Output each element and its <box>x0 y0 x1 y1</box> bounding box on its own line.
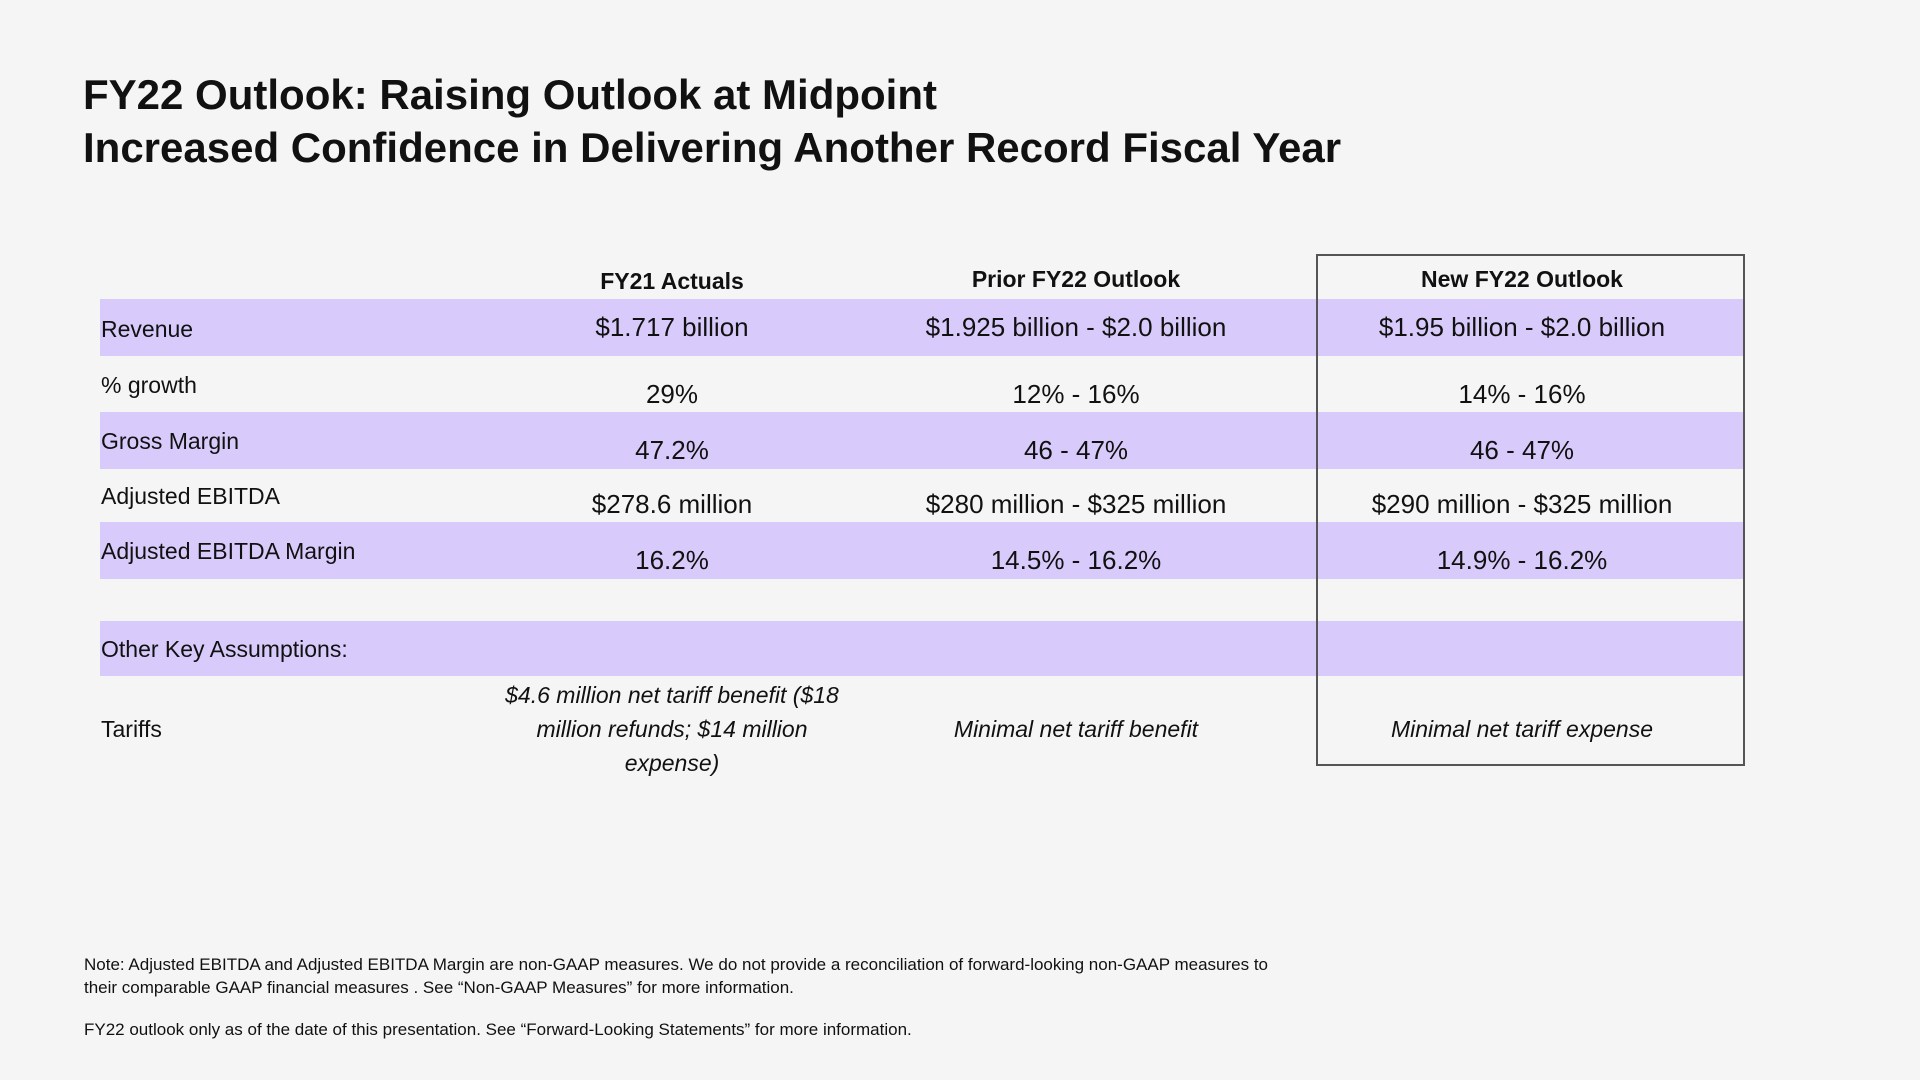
row-band-gross-margin <box>100 412 1745 469</box>
cell-revenue-new: $1.95 billion - $2.0 billion <box>1378 312 1666 342</box>
row-label-other-key-assumptions: Other Key Assumptions: <box>101 636 348 662</box>
new-outlook-highlight-box <box>1316 254 1745 766</box>
cell-tariffs-new: Minimal net tariff expense <box>1390 716 1654 742</box>
cell-gross-margin-fy21: 47.2% <box>635 435 709 465</box>
footnote-non-gaap: Note: Adjusted EBITDA and Adjusted EBITD… <box>84 955 1269 997</box>
cell-ebitda-fy21: $278.6 million <box>591 489 753 519</box>
page-title: FY22 Outlook: Raising Outlook at Midpoin… <box>83 68 1341 174</box>
cell-growth-new: 14% - 16% <box>1458 379 1586 409</box>
col-header-prior-fy22-outlook: Prior FY22 Outlook <box>971 266 1181 292</box>
cell-gross-margin-prior: 46 - 47% <box>1023 435 1129 465</box>
cell-ebitda-new: $290 million - $325 million <box>1371 489 1673 519</box>
cell-tariffs-fy21: $4.6 million net tariff benefit ($18 mil… <box>505 682 839 776</box>
row-label-adjusted-ebitda: Adjusted EBITDA <box>101 483 280 509</box>
row-label-tariffs: Tariffs <box>101 716 162 742</box>
title-line-2: Increased Confidence in Delivering Anoth… <box>83 124 1342 171</box>
cell-ebitda-prior: $280 million - $325 million <box>925 489 1227 519</box>
cell-revenue-prior: $1.925 billion - $2.0 billion <box>925 312 1227 342</box>
cell-ebitda-margin-prior: 14.5% - 16.2% <box>990 545 1162 575</box>
row-label-growth: % growth <box>101 372 197 398</box>
cell-gross-margin-new: 46 - 47% <box>1469 435 1575 465</box>
cell-revenue-fy21: $1.717 billion <box>595 312 749 342</box>
cell-tariffs-prior: Minimal net tariff benefit <box>953 716 1199 742</box>
col-header-fy21-actuals: FY21 Actuals <box>600 268 744 294</box>
col-header-new-fy22-outlook: New FY22 Outlook <box>1421 266 1623 292</box>
row-label-revenue: Revenue <box>101 316 194 342</box>
cell-ebitda-margin-new: 14.9% - 16.2% <box>1436 545 1608 575</box>
cell-growth-fy21: 29% <box>645 379 699 409</box>
row-band-other-assumptions <box>100 621 1745 676</box>
row-band-revenue <box>100 299 1745 356</box>
row-band-ebitda-margin <box>100 522 1745 579</box>
footnote-forward-looking: FY22 outlook only as of the date of this… <box>84 1020 912 1039</box>
cell-ebitda-margin-fy21: 16.2% <box>635 545 709 575</box>
row-label-gross-margin: Gross Margin <box>101 428 240 454</box>
row-label-ebitda-margin: Adjusted EBITDA Margin <box>101 538 356 564</box>
cell-growth-prior: 12% - 16% <box>1012 379 1140 409</box>
title-line-1: FY22 Outlook: Raising Outlook at Midpoin… <box>83 71 937 118</box>
